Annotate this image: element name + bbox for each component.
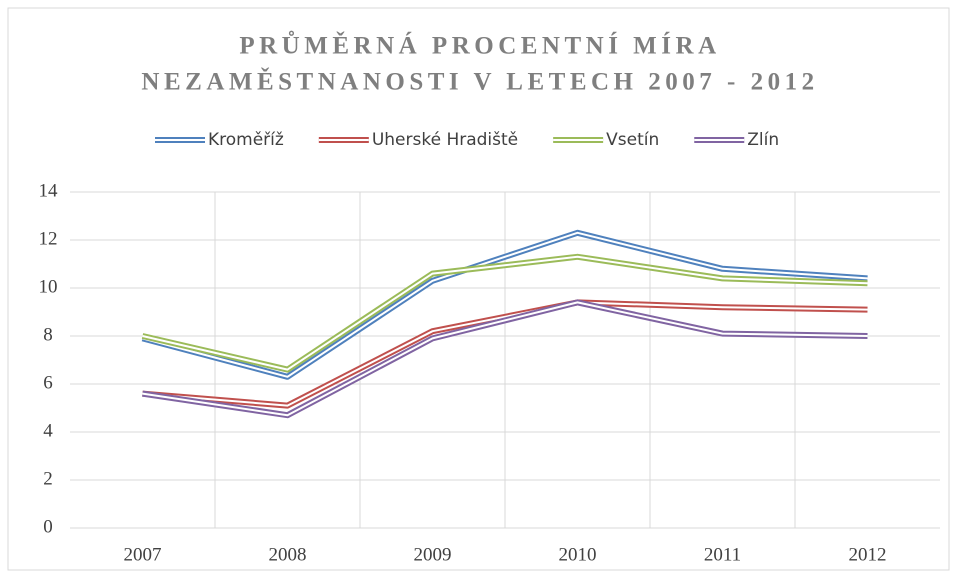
x-tick-label: 2008	[269, 544, 307, 565]
y-tick-label: 8	[43, 324, 53, 345]
legend-label: Uherské Hradiště	[372, 130, 518, 150]
x-tick-label: 2011	[704, 544, 741, 565]
series-line-inner	[142, 301, 868, 417]
y-tick-label: 0	[43, 516, 53, 537]
y-tick-label: 14	[39, 180, 59, 201]
series-line-inner	[142, 255, 868, 371]
legend-label: Zlín	[747, 130, 779, 150]
y-tick-label: 4	[43, 420, 53, 441]
y-tick-label: 12	[39, 228, 58, 249]
x-tick-label: 2009	[414, 544, 452, 565]
series-line-inner	[142, 301, 868, 407]
chart-title: NEZAMĚSTNANOSTI V LETECH 2007 - 2012	[141, 68, 818, 96]
y-tick-label: 2	[43, 468, 53, 489]
y-tick-label: 10	[39, 276, 58, 297]
chart-frame	[7, 7, 950, 571]
series-line-inner	[142, 231, 868, 378]
legend-label: Vsetín	[606, 130, 659, 150]
y-tick-label: 6	[43, 372, 53, 393]
x-tick-label: 2007	[124, 544, 162, 565]
x-tick-label: 2010	[559, 544, 597, 565]
legend-label: Kroměříž	[208, 130, 284, 150]
x-tick-label: 2012	[849, 544, 887, 565]
chart-title: PRŮMĚRNÁ PROCENTNÍ MÍRA	[239, 30, 720, 60]
